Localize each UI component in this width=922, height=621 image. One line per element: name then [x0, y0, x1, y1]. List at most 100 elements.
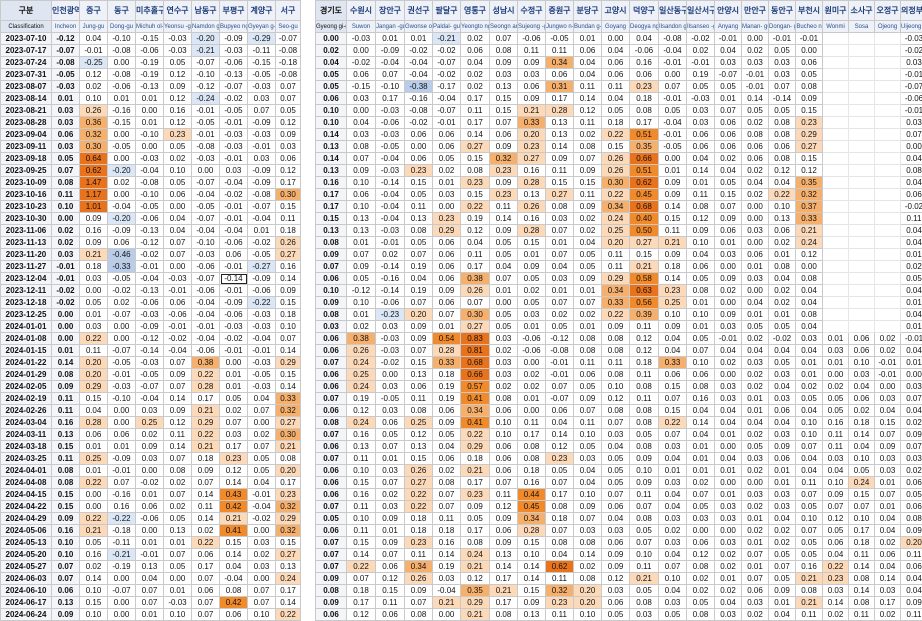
value-cell: -0.08 — [405, 105, 433, 117]
value-cell: 0.00 — [433, 609, 461, 621]
value-cell: 0.66 — [630, 153, 659, 165]
value-cell: 0.05 — [796, 549, 823, 561]
value-cell: -0.03 — [52, 81, 80, 93]
value-cell: 0.09 — [602, 321, 630, 333]
value-cell: 0.10 — [347, 201, 376, 213]
value-cell: 0.00 — [742, 213, 769, 225]
value-cell: -0.04 — [433, 93, 461, 105]
value-cell: -0.02 — [248, 237, 276, 249]
province-value-cell: 0.02 — [316, 45, 347, 57]
column-header-english: Anyang — [715, 21, 742, 33]
value-cell: 0.21 — [80, 249, 108, 261]
value-cell: -0.04 — [248, 213, 276, 225]
value-cell: 0.02 — [715, 549, 742, 561]
value-cell: 0.01 — [742, 513, 769, 525]
value-cell — [875, 57, 901, 69]
value-cell: 0.10 — [659, 309, 687, 321]
value-cell: 0.08 — [405, 225, 433, 237]
value-cell: 0.23 — [405, 165, 433, 177]
value-cell: 0.09 — [769, 441, 796, 453]
value-cell: 0.04 — [769, 177, 796, 189]
value-cell: -0.04 — [376, 201, 405, 213]
column-header: 의정부시 — [901, 1, 922, 21]
value-cell: 0.13 — [490, 549, 518, 561]
value-cell: 0.01 — [715, 489, 742, 501]
value-cell: -0.03 — [248, 321, 276, 333]
value-cell: 0.15 — [715, 189, 742, 201]
value-cell: 0.14 — [742, 93, 769, 105]
value-cell: -0.03 — [376, 105, 405, 117]
value-cell: 0.27 — [276, 249, 301, 261]
date-cell: 2024-06-10 — [1, 585, 52, 597]
value-cell: -0.01 — [901, 333, 922, 345]
value-cell: 0.03 — [769, 57, 796, 69]
value-cell — [823, 297, 849, 309]
value-cell: 0.03 — [347, 93, 376, 105]
value-cell: 1.01 — [80, 201, 108, 213]
value-cell: -0.08 — [276, 45, 301, 57]
value-cell: 0.26 — [80, 105, 108, 117]
column-header: 동구 — [108, 1, 136, 21]
value-cell: 0.08 — [769, 261, 796, 273]
value-cell: 0.22 — [80, 513, 108, 525]
value-cell: 0.34 — [461, 405, 490, 417]
value-cell: 0.23 — [546, 453, 574, 465]
value-cell: 0.07 — [164, 381, 192, 393]
value-cell: 0.06 — [433, 141, 461, 153]
value-cell: 0.20 — [518, 129, 546, 141]
value-cell: -0.04 — [659, 45, 687, 57]
value-cell: 0.26 — [347, 345, 376, 357]
value-cell: 0.08 — [630, 381, 659, 393]
value-cell: 0.32 — [490, 153, 518, 165]
value-cell: 0.15 — [80, 393, 108, 405]
value-cell: -0.06 — [136, 513, 164, 525]
value-cell: 0.15 — [875, 417, 901, 429]
value-cell: 0.01 — [52, 93, 80, 105]
date-cell: 2024-03-25 — [1, 453, 52, 465]
value-cell: -0.07 — [108, 345, 136, 357]
value-cell: 0.19 — [461, 213, 490, 225]
value-cell: -0.08 — [248, 189, 276, 201]
value-cell: 0.68 — [461, 357, 490, 369]
value-cell: -0.09 — [136, 321, 164, 333]
value-cell: 0.18 — [849, 417, 875, 429]
value-cell: 0.02 — [742, 501, 769, 513]
value-cell: 0.15 — [52, 501, 80, 513]
value-cell: 0.00 — [796, 261, 823, 273]
value-cell: 0.10 — [630, 549, 659, 561]
value-cell: 0.25 — [602, 225, 630, 237]
value-cell: 0.00 — [602, 33, 630, 45]
value-cell: 0.08 — [52, 369, 80, 381]
value-cell: 0.06 — [433, 261, 461, 273]
value-cell: 0.00 — [875, 381, 901, 393]
value-cell: 0.15 — [518, 537, 546, 549]
value-cell: 0.07 — [715, 105, 742, 117]
value-cell: 0.20 — [602, 237, 630, 249]
column-header: 수원시 — [347, 1, 376, 21]
value-cell: 0.01 — [136, 537, 164, 549]
value-cell: 0.09 — [347, 261, 376, 273]
value-cell — [875, 141, 901, 153]
value-cell: 0.23 — [796, 117, 823, 129]
value-cell: 0.16 — [276, 261, 301, 273]
value-cell: 0.13 — [164, 525, 192, 537]
value-cell: 0.07 — [164, 237, 192, 249]
value-cell: 0.03 — [823, 345, 849, 357]
value-cell: 0.15 — [659, 405, 687, 417]
value-cell: 0.07 — [546, 297, 574, 309]
date-cell: 2023-08-28 — [1, 117, 52, 129]
column-header-english: Seo-gu — [276, 21, 301, 33]
value-cell: 0.13 — [347, 213, 376, 225]
value-cell: 0.02 — [742, 429, 769, 441]
value-cell: 0.11 — [52, 393, 80, 405]
value-cell: 0.09 — [574, 393, 602, 405]
value-cell: 0.02 — [875, 345, 901, 357]
value-cell: 0.05 — [742, 441, 769, 453]
value-cell: 0.07 — [248, 105, 276, 117]
value-cell: 0.12 — [405, 429, 433, 441]
value-cell: 0.02 — [875, 537, 901, 549]
column-header-english: Ilsanseo -gu — [687, 21, 715, 33]
